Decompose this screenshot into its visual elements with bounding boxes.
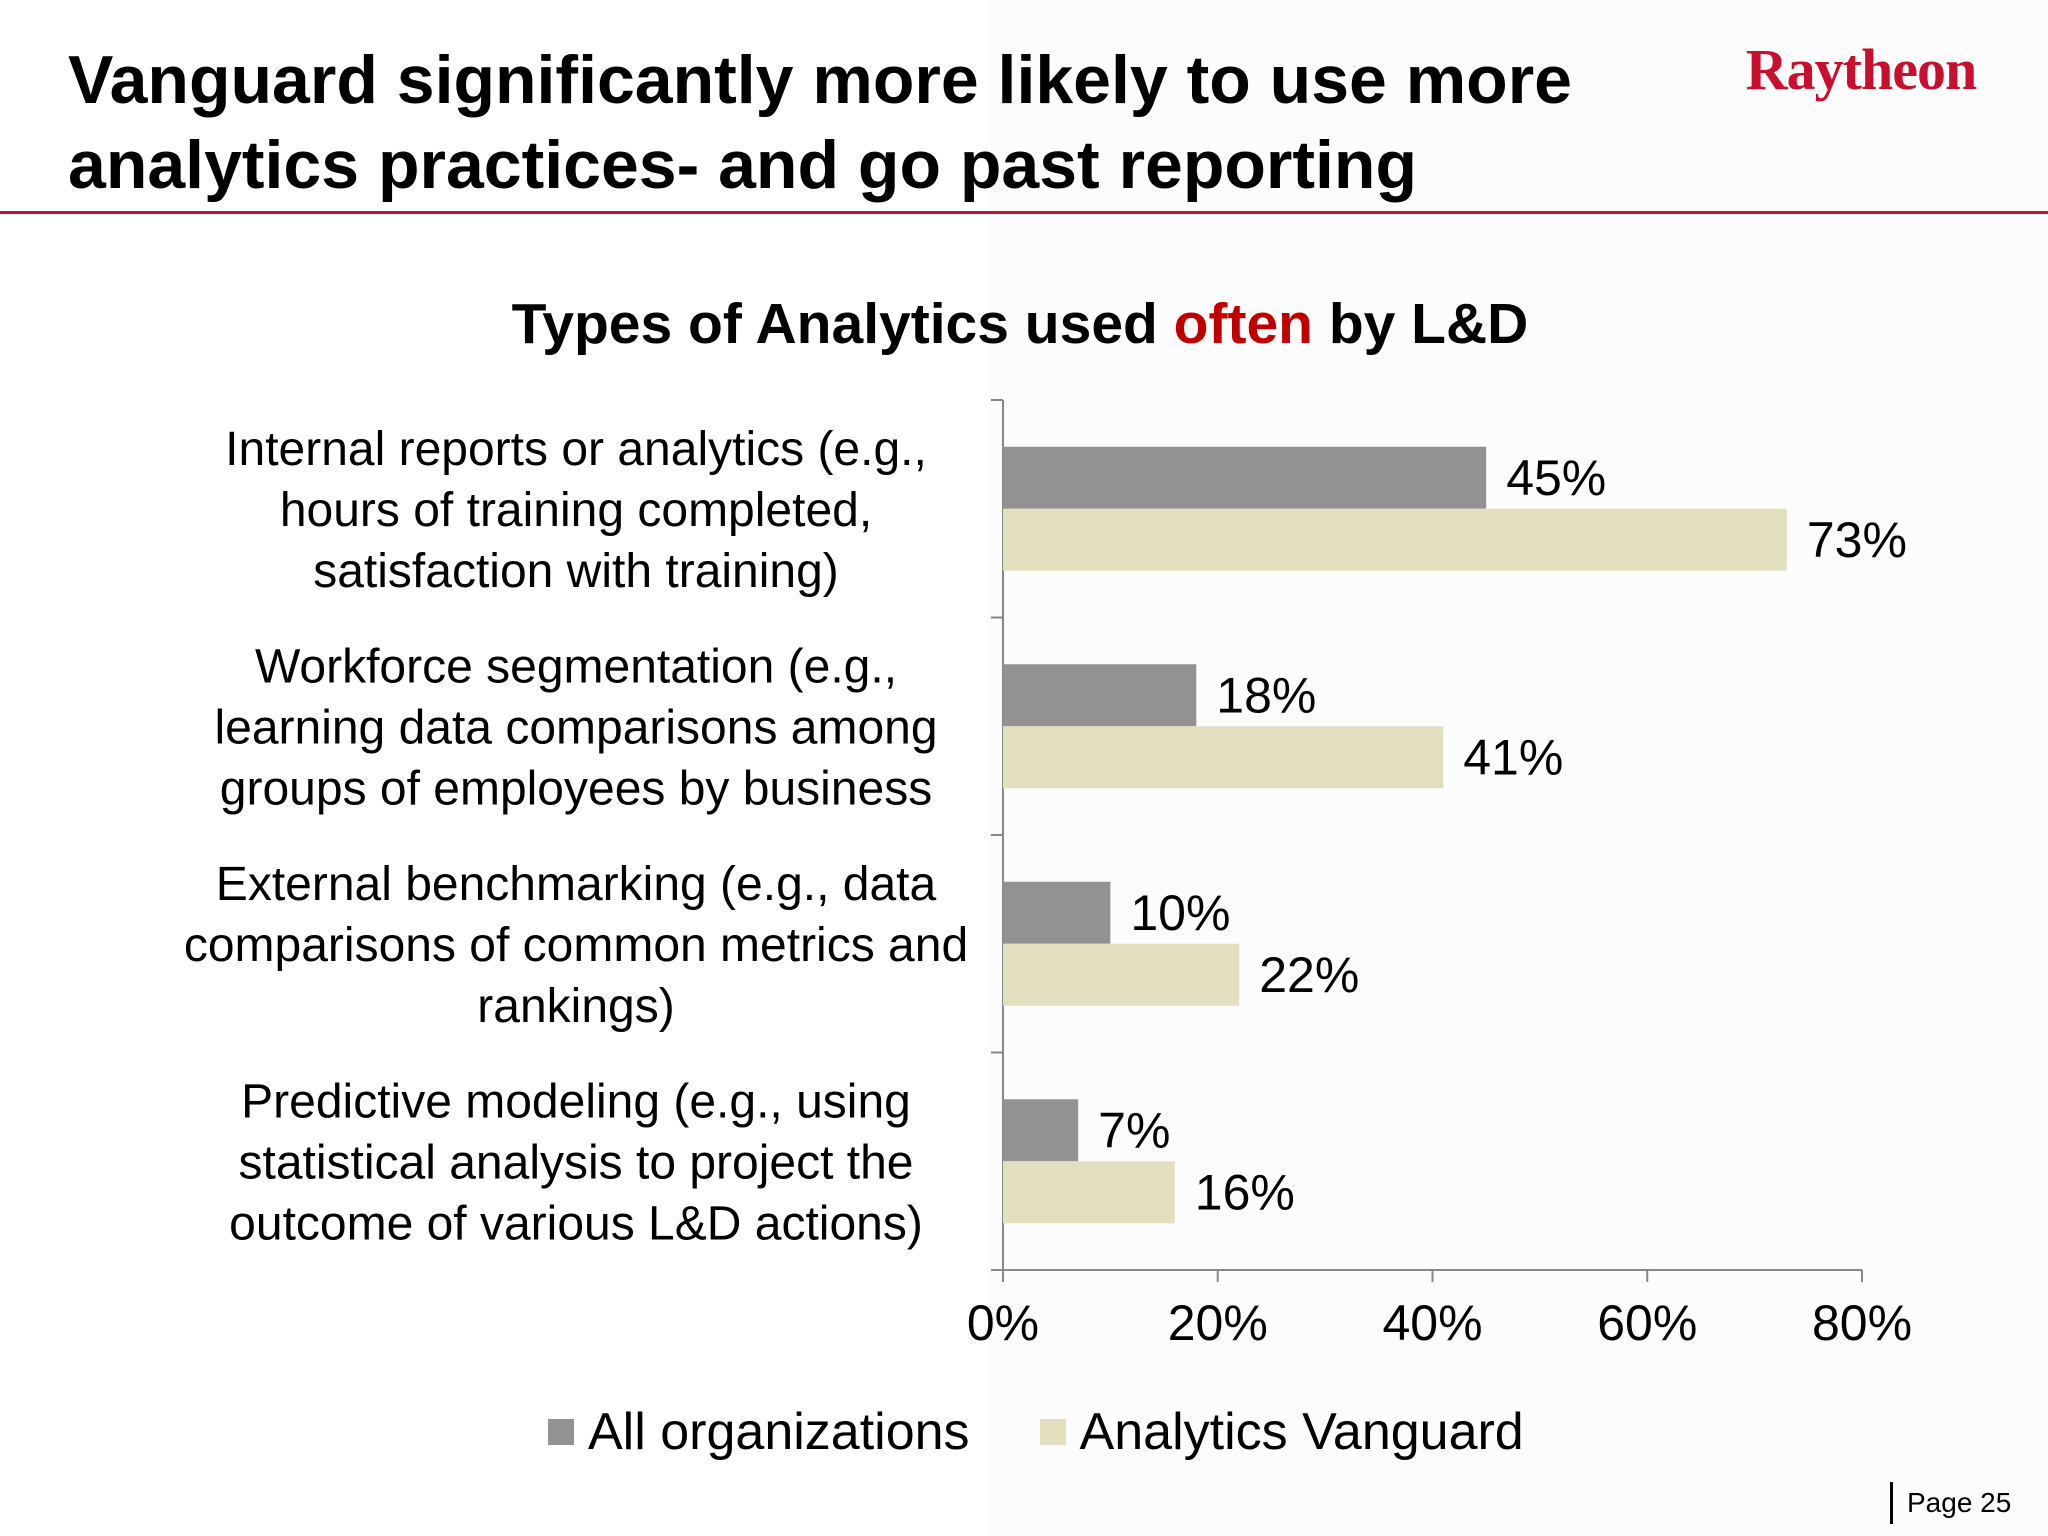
x-tick-label: 60%: [1597, 1295, 1697, 1351]
legend-item-all-organizations: All organizations: [548, 1402, 970, 1462]
category-label: External benchmarking (e.g., data: [216, 858, 937, 911]
bar-analytics-vanguard: [1003, 726, 1444, 789]
bar-analytics-vanguard: [1003, 508, 1787, 571]
category-label: comparisons of common metrics and: [184, 919, 968, 972]
data-label: 41%: [1463, 729, 1563, 785]
legend-item-analytics-vanguard: Analytics Vanguard: [1039, 1402, 1524, 1462]
legend-label-analytics-vanguard: Analytics Vanguard: [1079, 1403, 1524, 1461]
footer-divider: [1890, 1482, 1893, 1524]
data-label: 22%: [1259, 947, 1359, 1003]
bar-all-organizations: [1003, 1099, 1079, 1162]
page-number: Page 25: [1907, 1487, 2012, 1518]
category-label: groups of employees by business: [220, 762, 932, 815]
data-label: 18%: [1216, 667, 1316, 723]
category-label: satisfaction with training): [313, 545, 839, 598]
bar-all-organizations: [1003, 446, 1487, 509]
category-label: learning data comparisons among: [214, 701, 937, 754]
chart-title-part-3: by L&D: [1312, 292, 1529, 356]
data-label: 7%: [1098, 1102, 1170, 1158]
x-tick-label: 80%: [1812, 1295, 1912, 1351]
data-label: 10%: [1130, 885, 1230, 941]
raytheon-logo: Raytheon: [1745, 37, 1977, 102]
data-label: 16%: [1195, 1164, 1295, 1220]
page-footer: Page 25: [1890, 1482, 2011, 1524]
bar-analytics-vanguard: [1003, 943, 1240, 1006]
chart-title-part-1: Types of Analytics used: [511, 292, 1174, 356]
category-label: outcome of various L&D actions): [229, 1197, 923, 1250]
data-label: 45%: [1506, 450, 1606, 506]
slide-title: Vanguard significantly more likely to us…: [68, 42, 1573, 203]
legend-label-all-organizations: All organizations: [588, 1403, 970, 1461]
category-label: hours of training completed,: [280, 484, 872, 537]
chart-legend: All organizations Analytics Vanguard: [548, 1392, 1594, 1472]
bar-all-organizations: [1003, 664, 1197, 727]
category-label: Internal reports or analytics (e.g.,: [225, 423, 927, 476]
legend-swatch-all-organizations: [548, 1419, 574, 1445]
chart-title: Types of Analytics used often by L&D: [300, 284, 1740, 364]
x-tick-label: 0%: [967, 1295, 1039, 1351]
category-label: rankings): [477, 980, 674, 1033]
legend-swatch-analytics-vanguard: [1039, 1419, 1066, 1445]
data-label: 73%: [1807, 512, 1907, 568]
x-tick-label: 40%: [1382, 1295, 1482, 1351]
chart-title-emphasis: often: [1173, 292, 1313, 356]
x-tick-label: 20%: [1168, 1295, 1268, 1351]
bar-analytics-vanguard: [1003, 1161, 1175, 1224]
category-label: Predictive modeling (e.g., using: [241, 1075, 911, 1128]
category-label: Workforce segmentation (e.g.,: [255, 640, 897, 693]
bar-all-organizations: [1003, 881, 1111, 944]
title-divider: [0, 211, 2048, 214]
category-label: statistical analysis to project the: [239, 1136, 914, 1189]
